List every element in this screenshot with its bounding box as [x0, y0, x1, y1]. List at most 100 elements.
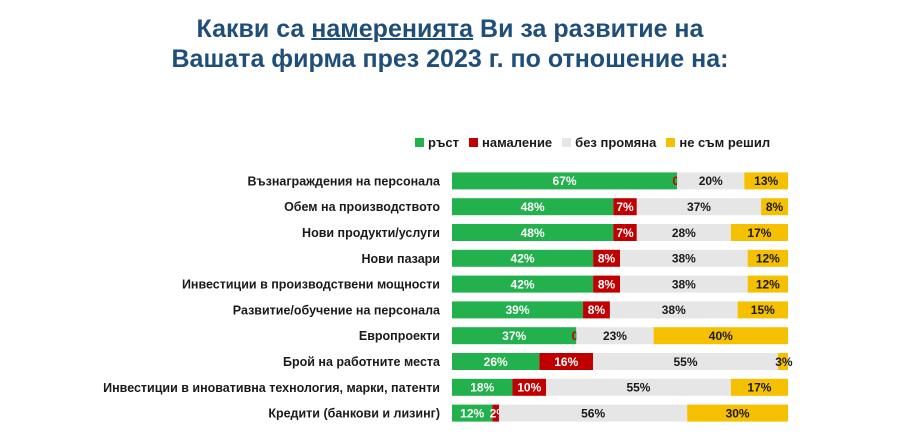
data-label-decrease: 7%: [616, 200, 634, 214]
data-label-no-change: 55%: [674, 355, 698, 369]
bar-segment-growth: [452, 301, 584, 319]
bar-row: Развитие/обучение на персонала 39% 8% 38% 15…: [233, 301, 788, 319]
bar-segment-decrease: [593, 275, 620, 293]
bar-segment-no-change: [620, 275, 748, 293]
data-label-no-change: 55%: [626, 381, 650, 395]
bar-segment-no-change: [499, 404, 688, 422]
category-label: Инвестиции в производствени мощности: [182, 278, 440, 292]
data-label-undecided: 12%: [756, 277, 780, 291]
category-label: Кредити (банкови и лизинг): [268, 407, 440, 421]
bar-segment-no-change: [609, 301, 738, 319]
data-label-growth: 67%: [553, 174, 577, 188]
bar-segment-undecided: [761, 198, 788, 216]
legend-item-no-change: без промяна: [562, 135, 656, 150]
data-label-decrease: 8%: [588, 303, 606, 317]
bar-segment-decrease: [583, 301, 610, 319]
bar-segment-decrease: [613, 224, 637, 241]
category-label: Брой на работните места: [283, 355, 441, 369]
data-label-growth: 26%: [484, 355, 508, 369]
category-label: Развитие/обучение на персонала: [233, 303, 441, 317]
bar-segment-undecided: [687, 404, 788, 422]
bar-segment-decrease: [539, 353, 594, 370]
bar-segment-growth: [452, 249, 594, 267]
data-label-no-change: 23%: [603, 329, 627, 343]
legend-swatch-undecided: [666, 137, 676, 147]
bar-row: Нови продукти/услуги 48% 7% 28% 17%: [302, 224, 788, 241]
bar-row: Инвестиции в производствени мощности 42% 8…: [182, 275, 788, 293]
bar-row: Обем на производството 48% 7% 37% 8%: [284, 198, 788, 216]
category-label: Нови продукти/услуги: [302, 226, 440, 240]
category-label: Обем на производството: [284, 200, 440, 214]
bar-segment-no-change: [620, 249, 748, 267]
chart-title: Какви са намеренията Ви за развитие на В…: [0, 14, 900, 74]
title-text-pre: Какви са: [196, 15, 312, 43]
bar-segment-decrease: [613, 198, 637, 216]
bar-row: Брой на работните места 26% 16% 55% 3%: [283, 353, 793, 370]
bar-segment-undecided: [730, 224, 788, 241]
legend-swatch-decrease: [469, 137, 479, 147]
legend-label-decrease: намаление: [482, 134, 553, 150]
data-label-growth: 48%: [521, 226, 545, 240]
bar-segment-growth: [452, 404, 493, 422]
bar-segment-growth: [452, 353, 540, 370]
title-line-1: Какви са намеренията Ви за развитие на: [0, 14, 900, 44]
bar-segment-growth: [452, 172, 678, 190]
data-label-no-change: 38%: [662, 303, 686, 317]
data-label-decrease: 8%: [598, 277, 616, 291]
category-label: Инвестиции в иновативна технология, марк…: [103, 381, 440, 395]
data-label-decrease: 8%: [598, 252, 616, 266]
bar-segment-undecided: [744, 172, 788, 190]
bar-segment-decrease: [593, 249, 620, 267]
bar-segment-growth: [452, 275, 594, 293]
title-text-post: Ви за развитие на: [473, 15, 704, 43]
data-label-growth: 18%: [470, 381, 494, 395]
bar-row: Кредити (банкови и лизинг) 12% 2% 56% 30%: [268, 404, 788, 422]
bar-segment-no-change: [636, 198, 762, 216]
bar-segment-decrease: [512, 378, 547, 396]
bar-row: Нови пазари 42% 8% 38% 12%: [362, 249, 788, 267]
data-label-growth: 42%: [511, 252, 535, 266]
legend-label-no-change: без промяна: [575, 134, 657, 150]
legend-swatch-growth: [415, 137, 424, 147]
data-label-undecided: 3%: [775, 355, 793, 369]
data-label-growth: 39%: [506, 303, 530, 317]
bar-segment-no-change: [677, 172, 745, 190]
data-label-growth: 37%: [502, 329, 526, 343]
data-label-undecided: 8%: [766, 200, 784, 214]
bar-segment-growth: [452, 224, 614, 241]
legend-item-decrease: намаление: [469, 135, 552, 150]
data-label-no-change: 20%: [699, 174, 723, 188]
data-label-undecided: 17%: [747, 381, 771, 395]
legend-item-undecided: не съм решил: [666, 135, 770, 150]
legend-swatch-no-change: [562, 137, 572, 147]
data-label-no-change: 28%: [672, 226, 696, 240]
bar-segment-no-change: [593, 353, 778, 370]
data-label-undecided: 12%: [756, 252, 780, 266]
bar-segment-growth: [452, 327, 577, 345]
category-label: Европроекти: [359, 329, 440, 343]
data-label-decrease: 16%: [554, 355, 578, 369]
data-label-decrease: 10%: [517, 381, 541, 395]
data-label-decrease: 7%: [616, 226, 634, 240]
title-line-2: Вашата фирма през 2023 г. по отношение н…: [171, 45, 729, 73]
category-label: Нови пазари: [362, 252, 440, 266]
bar-segment-decrease: [492, 404, 500, 422]
bar-segment-undecided: [747, 249, 788, 267]
title-text-underlined: намеренията: [311, 15, 474, 43]
data-label-growth: 48%: [521, 200, 545, 214]
data-label-undecided: 15%: [751, 303, 775, 317]
data-label-growth: 12%: [460, 406, 484, 420]
legend-label-growth: ръст: [428, 134, 460, 150]
data-label-no-change: 38%: [672, 277, 696, 291]
legend: ръст намаление без промяна не съм решил: [415, 131, 780, 153]
bar-segment-undecided: [777, 353, 788, 370]
data-label-undecided: 17%: [747, 226, 771, 240]
bar-segment-undecided: [747, 275, 788, 293]
bar-segment-no-change: [576, 327, 654, 345]
bar-segment-undecided: [730, 378, 788, 396]
data-label-undecided: 40%: [709, 329, 733, 343]
bar-segment-growth: [452, 378, 513, 396]
